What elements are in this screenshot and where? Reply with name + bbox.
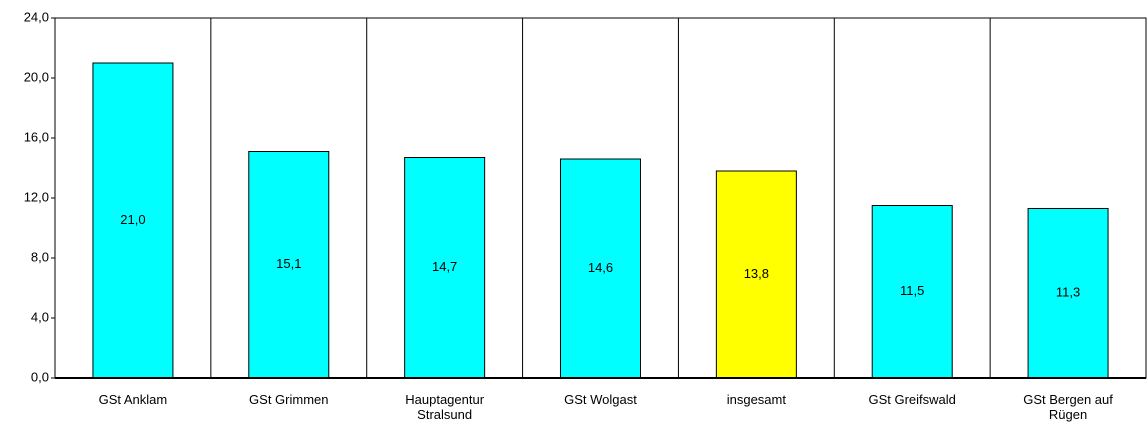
- x-tick-label: GSt Greifswald: [868, 392, 956, 407]
- y-tick-label: 8,0: [31, 249, 49, 264]
- bar: [560, 158, 641, 379]
- value-label: 11,3: [1056, 285, 1080, 300]
- y-tick-label: 24,0: [24, 9, 49, 24]
- bar: [715, 170, 797, 379]
- value-label: 14,7: [432, 259, 457, 274]
- value-label: 15,1: [276, 256, 301, 271]
- bar: [871, 205, 953, 379]
- x-tick-label: GSt Grimmen: [249, 392, 329, 407]
- bar: [404, 157, 486, 379]
- x-tick-label: insgesamt: [726, 392, 786, 407]
- x-tick-label: GSt Bergen auf Rügen: [1023, 392, 1113, 422]
- value-label: 11,5: [900, 283, 924, 298]
- y-tick-label: 12,0: [24, 189, 49, 204]
- y-tick-label: 4,0: [31, 309, 49, 324]
- value-label: 13,8: [744, 266, 769, 281]
- y-tick-label: 0,0: [31, 369, 49, 384]
- x-tick-label: Hauptagentur Stralsund: [405, 392, 485, 422]
- bar: [1027, 208, 1109, 379]
- value-label: 21,0: [120, 212, 145, 227]
- x-tick-label: GSt Wolgast: [564, 392, 637, 407]
- y-tick-label: 16,0: [24, 129, 49, 144]
- value-label: 14,6: [588, 260, 613, 275]
- x-tick-label: GSt Anklam: [98, 392, 168, 407]
- y-tick-label: 20,0: [24, 69, 49, 84]
- bar: [92, 62, 174, 379]
